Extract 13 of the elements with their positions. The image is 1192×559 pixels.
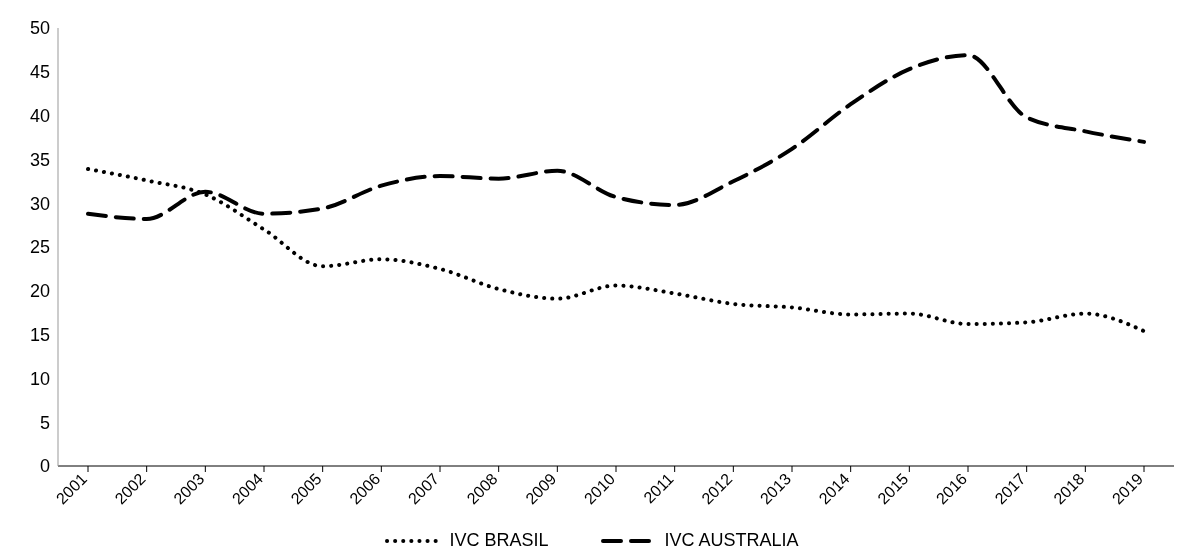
legend-label: IVC BRASIL — [449, 530, 549, 551]
y-tick-label: 50 — [29, 18, 50, 39]
y-tick-label: 35 — [29, 149, 50, 170]
y-tick-label: 20 — [29, 281, 50, 302]
y-tick-label: 10 — [29, 368, 50, 389]
y-tick-label: 15 — [29, 324, 50, 345]
y-tick-label: 0 — [39, 456, 50, 477]
y-tick-label: 30 — [29, 193, 50, 214]
y-tick-label: 5 — [39, 412, 50, 433]
y-tick-label: 45 — [29, 62, 50, 83]
y-tick-label: 40 — [29, 105, 50, 126]
legend-label: IVC AUSTRALIA — [664, 530, 799, 551]
y-tick-label: 25 — [29, 237, 50, 258]
